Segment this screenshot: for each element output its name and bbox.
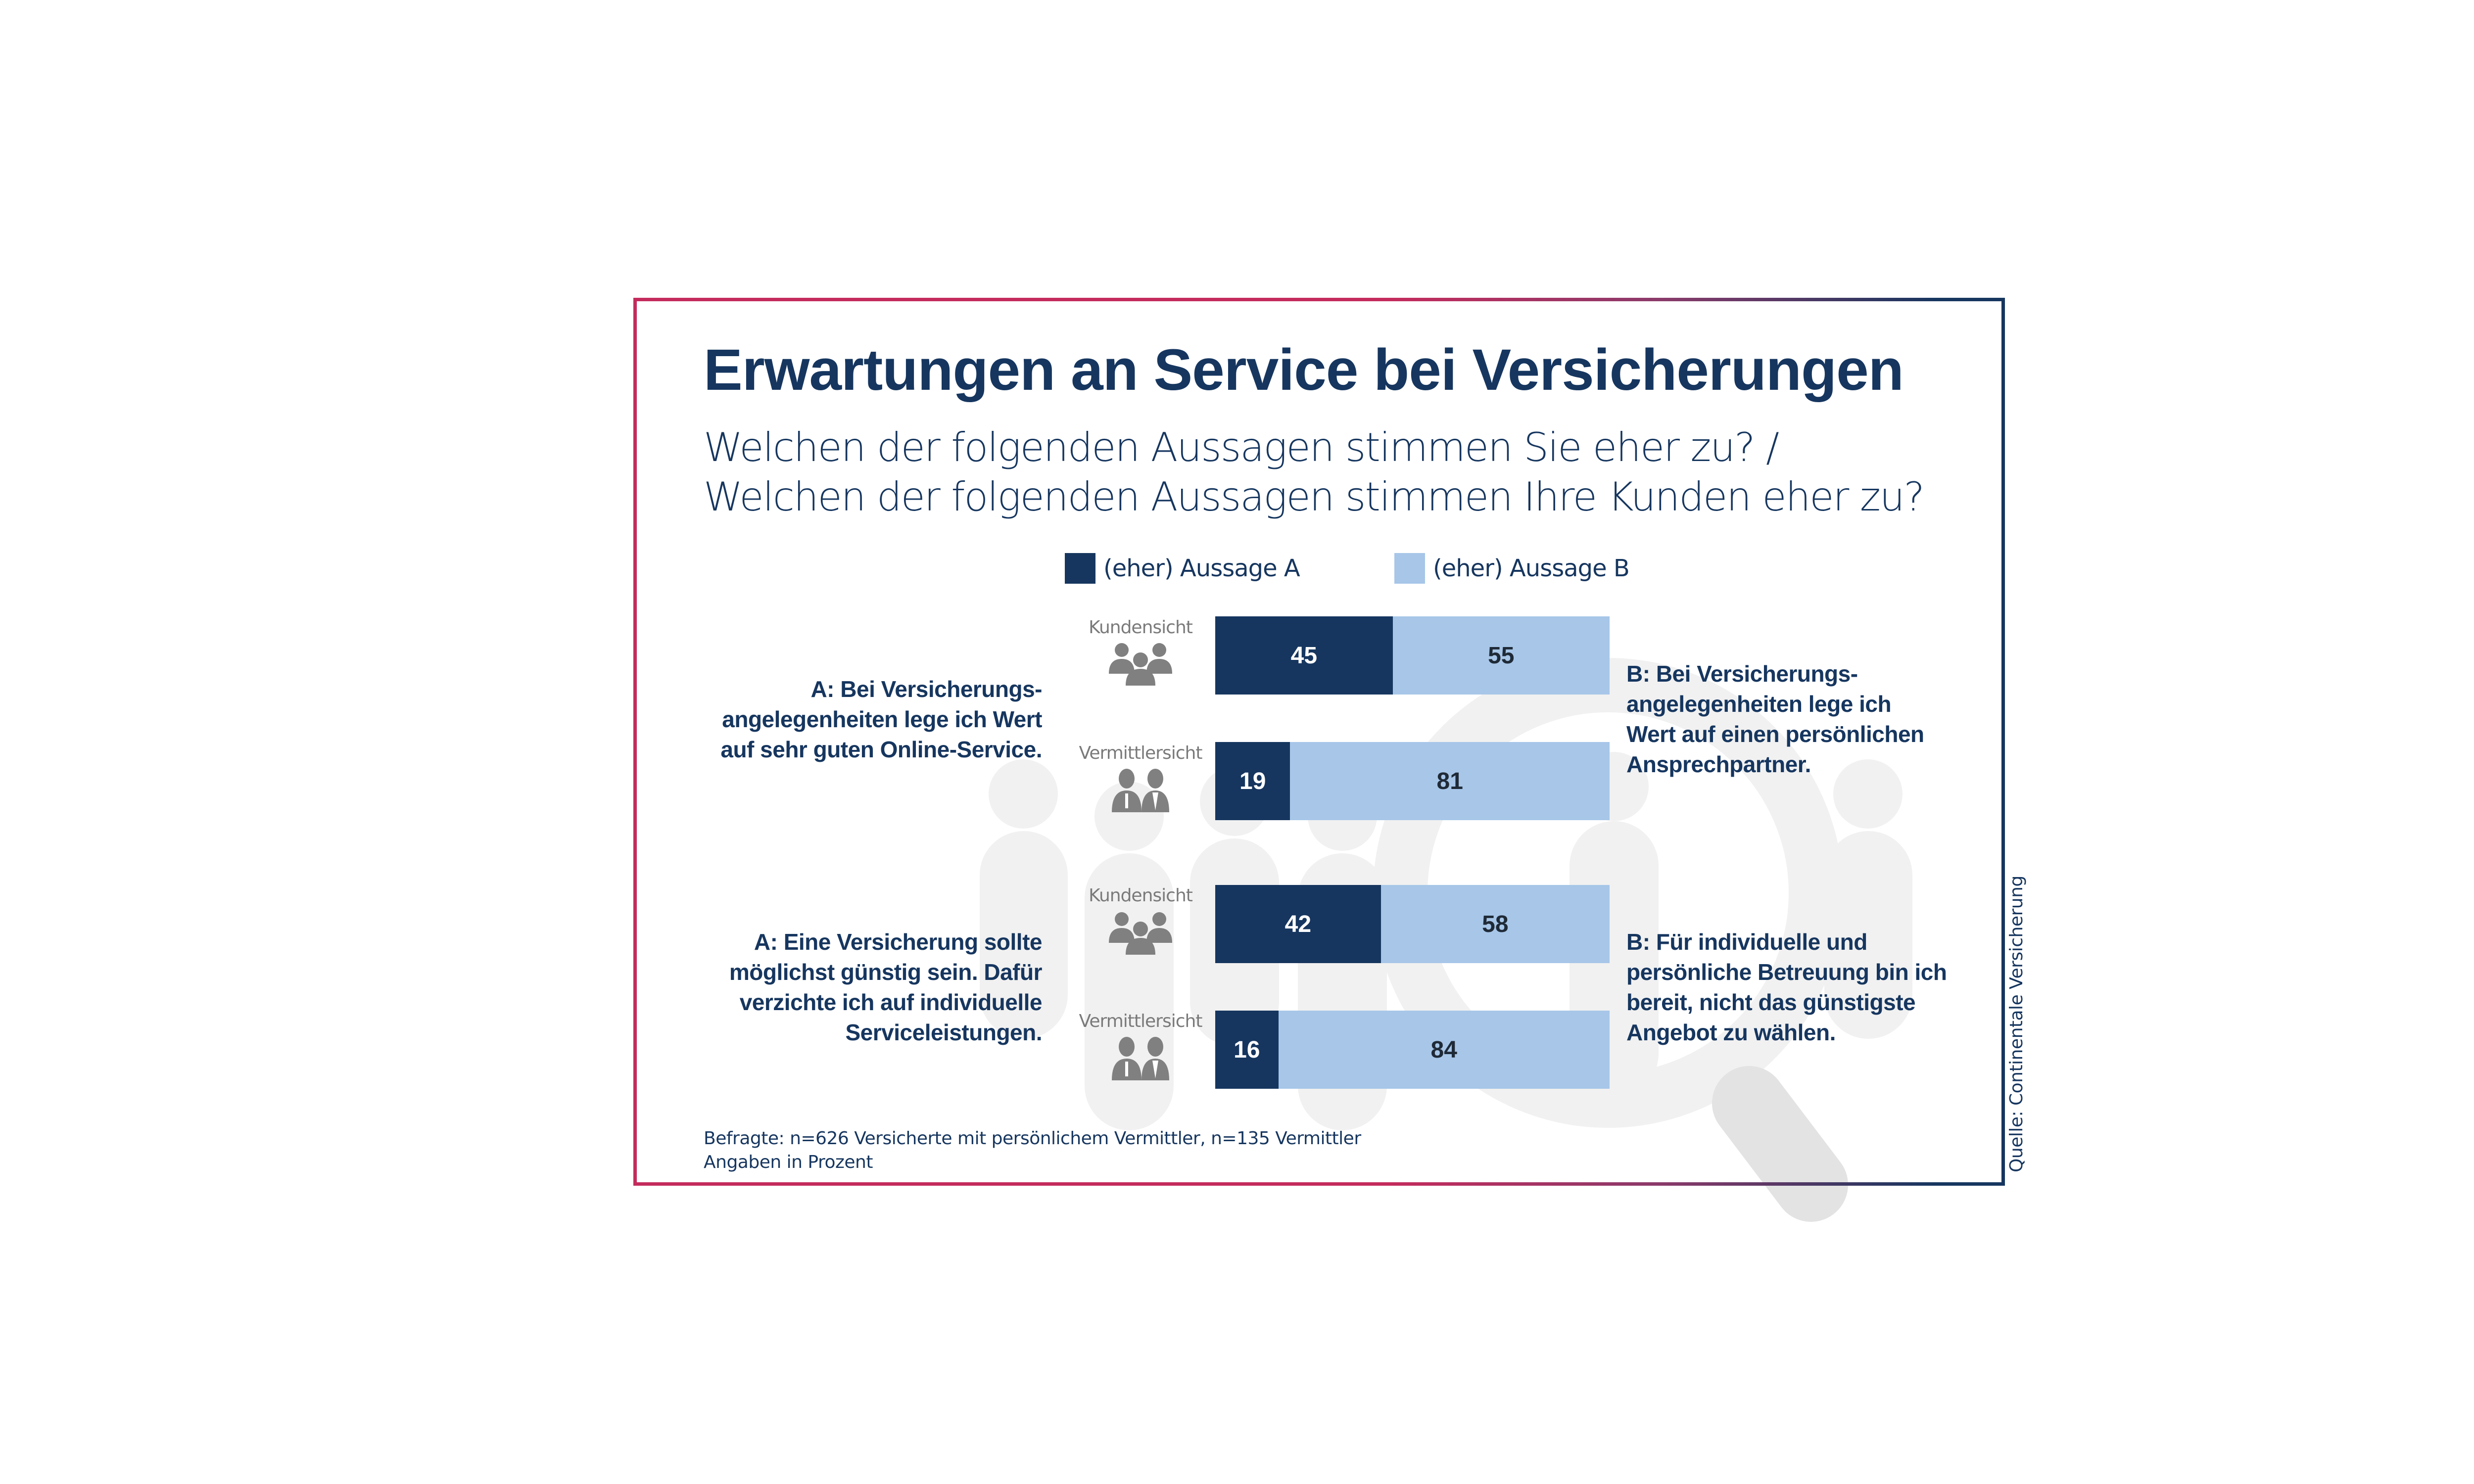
statement-line: Bei Versicherungs- [840, 676, 1042, 702]
statement-line: Ansprechpartner. [1626, 751, 1811, 777]
statement-prefix: A: [810, 676, 834, 702]
agents-pair-icon [1112, 769, 1169, 812]
legend-item-a: (eher) Aussage A [1065, 553, 1300, 584]
customers-group-icon [1109, 912, 1172, 955]
footnote: Befragte: n=626 Versicherte mit persönli… [704, 1127, 1361, 1174]
statement-line: verzichte ich auf individuelle [739, 989, 1043, 1015]
statement-line: bereit, nicht das günstigste [1626, 989, 1916, 1015]
statement-prefix: B: [1626, 929, 1650, 955]
chart-title: Erwartungen an Service bei Versicherunge… [704, 337, 1904, 403]
statement-b-personal-contact: B: Bei Versicherungs- angelegenheiten le… [1626, 659, 1924, 780]
bar-segment-b: 55 [1392, 616, 1610, 695]
legend-swatch-a [1065, 553, 1095, 584]
bar-value-label: 84 [1430, 1036, 1457, 1063]
statement-line: Für individuelle und [1656, 929, 1868, 955]
bar-value-label: 81 [1436, 768, 1463, 794]
bar-segment-a: 45 [1215, 616, 1393, 695]
statement-line: Angebot zu wählen. [1626, 1020, 1836, 1045]
statement-line: angelegenheiten lege ich [1626, 691, 1892, 717]
bar-segment-a: 16 [1215, 1011, 1279, 1089]
statement-line: Wert auf einen persönlichen [1626, 721, 1924, 747]
bar-segment-a: 19 [1215, 742, 1290, 820]
statement-a-cheap-insurance: A: Eine Versicherung sollte möglichst gü… [729, 927, 1043, 1048]
bar-value-label: 45 [1290, 642, 1318, 669]
source-label: Quelle: Continentale Versicherung [2006, 876, 2027, 1172]
view-label-kundensicht: Kundensicht [1089, 885, 1193, 906]
bar-segment-b: 81 [1290, 742, 1610, 820]
view-label-vermittlersicht: Vermittlersicht [1079, 743, 1203, 763]
bar-segment-a: 42 [1215, 885, 1381, 963]
statement-line: Eine Versicherung sollte [783, 929, 1043, 955]
legend-swatch-b [1394, 553, 1425, 584]
view-label-kundensicht: Kundensicht [1089, 617, 1193, 638]
bar-value-label: 16 [1234, 1036, 1260, 1063]
statement-line: Serviceleistungen. [845, 1020, 1043, 1045]
statement-line: persönliche Betreuung bin ich [1626, 959, 1947, 985]
statement-line: auf sehr guten Online-Service. [720, 737, 1042, 762]
legend-label-a: (eher) Aussage A [1103, 555, 1300, 582]
bar-value-label: 55 [1488, 642, 1515, 669]
legend-label-b: (eher) Aussage B [1433, 555, 1630, 582]
statement-line: Bei Versicherungs- [1656, 661, 1858, 687]
bar-segment-b: 84 [1278, 1011, 1610, 1089]
statement-line: möglichst günstig sein. Dafür [729, 959, 1043, 985]
statement-prefix: A: [754, 929, 778, 955]
footnote-unit: Angaben in Prozent [704, 1152, 873, 1172]
chart-subtitle: Welchen der folgenden Aussagen stimmen S… [704, 424, 1925, 520]
statement-line: angelegenheiten lege ich Wert [722, 706, 1042, 732]
footnote-sample: Befragte: n=626 Versicherte mit persönli… [704, 1128, 1361, 1149]
bar-segment-b: 58 [1380, 885, 1610, 963]
customers-group-icon [1109, 643, 1172, 686]
legend-item-b: (eher) Aussage B [1394, 553, 1630, 584]
statement-b-individual-care: B: Für individuelle und persönliche Betr… [1626, 927, 1947, 1048]
statement-a-online-service: A: Bei Versicherungs- angelegenheiten le… [720, 674, 1042, 765]
agents-pair-icon [1112, 1037, 1169, 1080]
bar-value-label: 19 [1239, 768, 1266, 794]
bar-value-label: 42 [1285, 911, 1312, 937]
view-label-vermittlersicht: Vermittlersicht [1079, 1011, 1203, 1031]
statement-prefix: B: [1626, 661, 1650, 687]
bar-value-label: 58 [1482, 911, 1509, 937]
